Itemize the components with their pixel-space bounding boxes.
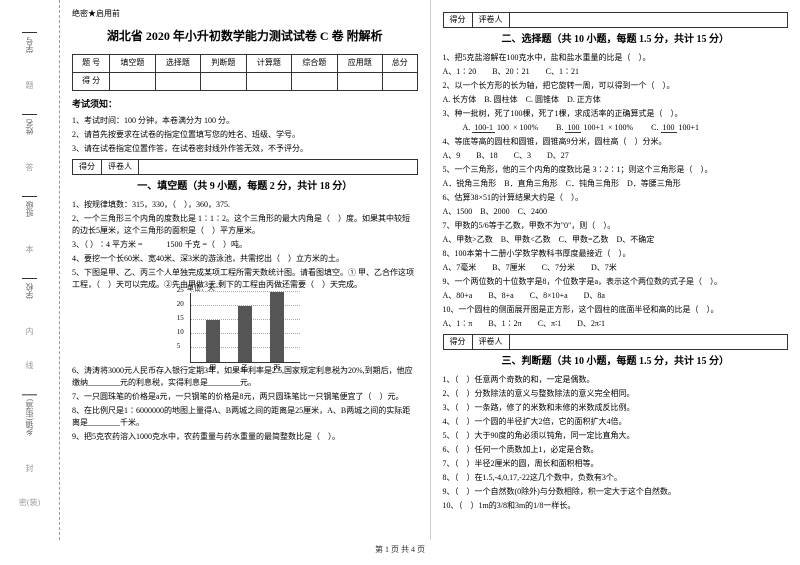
secret-label: 绝密★启用前 (72, 8, 418, 21)
q3-item: 1、（ ）任意两个奇数的和，一定是偶数。 (443, 374, 789, 386)
q3-item: 2、（ ）分数除法的意义与整数除法的意义完全相同。 (443, 388, 789, 400)
q2-9-opts: A、80+а B、8+а C、8×10+а D、8а (443, 290, 789, 302)
q2-3-fracs: A. 100-1100 × 100% B. 100100+1 × 100% C.… (443, 122, 789, 134)
mark: 线 (26, 360, 34, 371)
mark: 内 (26, 326, 34, 337)
notice: 3、请在试卷指定位置作答，在试卷密封线外作答无效，不予评分。 (72, 143, 418, 155)
mark: 答 (26, 162, 34, 173)
notice-title: 考试须知： (72, 97, 418, 111)
q1-5: 5、下图是甲、乙、丙三个人单独完成某项工程所需天数统计图。请看图填空。① 甲、乙… (72, 267, 418, 291)
right-column: 得分 评卷人 二、选择题（共 10 小题，每题 1.5 分，共计 15 分） 1… (431, 0, 800, 540)
notice: 1、考试时间：100 分钟，本卷满分为 100 分。 (72, 115, 418, 127)
section2-title: 二、选择题（共 10 小题，每题 1.5 分，共计 15 分） (443, 32, 789, 48)
section-bar: 得分 评卷人 (443, 12, 789, 28)
field-class: 班级 (22, 196, 37, 221)
q2-2: 2、以一个长方形的长为轴，把它旋转一周，可以得到一个（ ）。 (443, 80, 789, 92)
q2-5-opts: A．锐角三角形 B．直角三角形 C．钝角三角形 D．等腰三角形 (443, 178, 789, 190)
q3-item: 7、（ ）半径2厘米的圆，周长和面积相等。 (443, 458, 789, 470)
score-label: 得分 (444, 335, 473, 349)
mark: 本 (26, 244, 34, 255)
field-name: 姓名 (22, 114, 37, 139)
score-label: 得分 (444, 13, 473, 27)
binding-margin: 学号 题 姓名 答 班级 本 学校 内 线 乡镇(街道) 封 密(装) (0, 0, 60, 540)
mark: 封 (26, 463, 34, 474)
exam-title: 湖北省 2020 年小升初数学能力测试试卷 C 卷 附解析 (72, 27, 418, 46)
score-label: 得分 (73, 160, 102, 174)
mark: 密(装) (19, 497, 40, 508)
q2-7-opts: A、甲数>乙数 B、甲数<乙数 C、甲数=乙数 D、不确定 (443, 234, 789, 246)
section-bar: 得分 评卷人 (72, 159, 418, 175)
q3-item: 3、（ ）一条路，修了的米数和未修的米数成反比例。 (443, 402, 789, 414)
q3-item: 6、（ ）任何一个质数加上1，必定是合数。 (443, 444, 789, 456)
q2-7: 7、甲数的5/6等于乙数，甲数不为"0"，则（ ）。 (443, 220, 789, 232)
q1-4: 4、要挖一个长60米、宽40米、深3米的游泳池，共需挖出（ ）立方米的土。 (72, 253, 418, 265)
field-school: 学校 (22, 278, 37, 303)
page-footer: 第 1 页 共 4 页 (0, 540, 800, 559)
q2-2-opts: A. 长方体 B. 圆柱体 C. 圆锥体 D. 正方体 (443, 94, 789, 106)
grader-label: 评卷人 (473, 13, 510, 27)
q1-9: 9、把5克农药溶入1000克水中，农药重量与药水重量的最简整数比是（ ）。 (72, 431, 418, 443)
q2-3: 3、种一批树，死了100棵，死了1棵，求成活率的正确算式是（ ）。 (443, 108, 789, 120)
q2-6-opts: A、1500 B、2000 C、2400 (443, 206, 789, 218)
th: 选择题 (155, 54, 200, 72)
q3-item: 9、（ ）一个自然数(0除外)与分数相除，积一定大于这个自然数。 (443, 486, 789, 498)
field-id: 学号 (22, 32, 37, 57)
q2-8-opts: A、7毫米 B、7厘米 C、7分米 D、7米 (443, 262, 789, 274)
field-town: 乡镇(街道) (22, 394, 37, 440)
grader-label: 评卷人 (102, 160, 139, 174)
q2-9: 9、一个两位数的十位数字是8，个位数字是а，表示这个两位数的式子是（ ）。 (443, 276, 789, 288)
q2-1-opts: A、1∶20 B、20∶21 C、1∶21 (443, 66, 789, 78)
q1-8: 8、在比例尺是1∶6000000的地图上量得A、B两城之间的距离是25厘米，A、… (72, 405, 418, 429)
q1-3: 3、（ ）∶4 平方米 = 1500 千克 =（ ）吨。 (72, 239, 418, 251)
q3-item: 4、（ ）一个圆的半径扩大2倍，它的面积扩大4倍。 (443, 416, 789, 428)
mark: 题 (26, 80, 34, 91)
section-bar: 得分 评卷人 (443, 334, 789, 350)
notice: 2、请首先按要求在试卷的指定位置填写您的姓名、班级、学号。 (72, 129, 418, 141)
th: 判断题 (201, 54, 246, 72)
th: 综合题 (292, 54, 337, 72)
th: 应用题 (337, 54, 382, 72)
q1-2: 2、一个三角形三个内角的度数比是 1∶1∶2。这个三角形的最大内角是（ ）度。如… (72, 213, 418, 237)
q3-item: 10、（ ）1m的3/8和3m的1/8一样长。 (443, 500, 789, 512)
grader-label: 评卷人 (473, 335, 510, 349)
q2-1: 1、把5克盐溶解在100克水中，盐和盐水重量的比是（ ）。 (443, 52, 789, 64)
chart-ylabel: 单位：天 (187, 283, 215, 294)
th: 计算题 (246, 54, 291, 72)
q2-4: 4、等底等高的圆柱和圆锥，圆锥高9分米，圆柱高（ ）分米。 (443, 136, 789, 148)
q1-7: 7、一只圆珠笔的价格是а元，一只钢笔的价格是8元，两只圆珠笔比一只钢笔便宜了（ … (72, 391, 418, 403)
q3-item: 8、（ ）在1.5,-4,0,17,-22这几个数中，负数有3个。 (443, 472, 789, 484)
q2-10: 10、一个圆柱的侧面展开图是正方形，这个圆柱的底面半径和高的比是（ ）。 (443, 304, 789, 316)
th: 题 号 (73, 54, 110, 72)
q3-item: 5、（ ）大于90度的角必须以钝角，同一定比直角大。 (443, 430, 789, 442)
q2-10-opts: A、1∶π B、1∶2π C、π∶1 D、2π∶1 (443, 318, 789, 330)
q2-5: 5、一个三角形，他的三个内角的度数比是 3∶2∶1；则这个三角形是（ ）。 (443, 164, 789, 176)
bar-chart: 单位：天 510152025甲乙丙 (190, 293, 300, 363)
section1-title: 一、填空题（共 9 小题，每题 2 分，共计 18 分） (72, 179, 418, 195)
left-column: 绝密★启用前 湖北省 2020 年小升初数学能力测试试卷 C 卷 附解析 题 号… (60, 0, 430, 540)
q2-6: 6、估算38×51的计算结果大约是（ ）。 (443, 192, 789, 204)
q2-4-opts: A、9 B、18 C、3 D、27 (443, 150, 789, 162)
th: 总分 (383, 54, 417, 72)
row-label: 得 分 (73, 72, 110, 90)
q1-1: 1、按规律填数：315，330，（ ），360，375. (72, 199, 418, 211)
th: 填空题 (110, 54, 155, 72)
section3-title: 三、判断题（共 10 小题，每题 1.5 分，共计 15 分） (443, 354, 789, 370)
q2-8: 8、100本第十二册小学数学教科书厚度最接近（ ）。 (443, 248, 789, 260)
score-table: 题 号 填空题 选择题 判断题 计算题 综合题 应用题 总分 得 分 (72, 54, 418, 91)
